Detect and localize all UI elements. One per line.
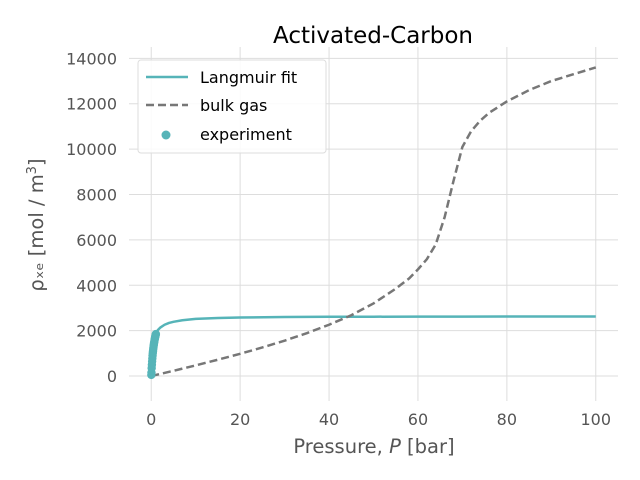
legend-swatch-experiment <box>161 130 171 140</box>
tick-labels: 0 20 40 60 80 100 0 2000 4000 6000 8000 10000 12000 1… <box>66 49 611 429</box>
x-axis-label: Pressure, P [bar] <box>293 435 454 458</box>
y-tick-label: 0 <box>107 367 117 386</box>
legend-box <box>137 59 327 154</box>
legend-label-bulk-gas: bulk gas <box>200 96 267 115</box>
experiment-point <box>151 329 161 339</box>
series-layer <box>147 66 597 380</box>
legend-label-experiment: experiment <box>200 125 292 144</box>
y-tick-label: 12000 <box>66 95 117 114</box>
y-tick-label: 8000 <box>76 186 117 205</box>
x-tick-label: 100 <box>580 410 611 429</box>
x-tick-label: 0 <box>146 410 156 429</box>
y-tick-label: 10000 <box>66 140 117 159</box>
y-tick-label: 4000 <box>76 276 117 295</box>
y-axis-label: ρₓₑ [mol / m3] <box>25 158 49 291</box>
y-tick-label: 14000 <box>66 49 117 68</box>
y-tick-label: 2000 <box>76 322 117 341</box>
x-tick-label: 40 <box>319 410 339 429</box>
chart-title: Activated-Carbon <box>273 23 473 49</box>
x-tick-label: 80 <box>497 410 517 429</box>
legend-label-langmuir: Langmuir fit <box>200 68 297 87</box>
y-tick-label: 6000 <box>76 231 117 250</box>
legend: Langmuir fit bulk gas experiment <box>137 59 327 154</box>
bulk-gas-line <box>150 66 597 378</box>
langmuir-fit-line <box>149 315 596 377</box>
x-tick-label: 20 <box>230 410 250 429</box>
x-tick-label: 60 <box>408 410 428 429</box>
